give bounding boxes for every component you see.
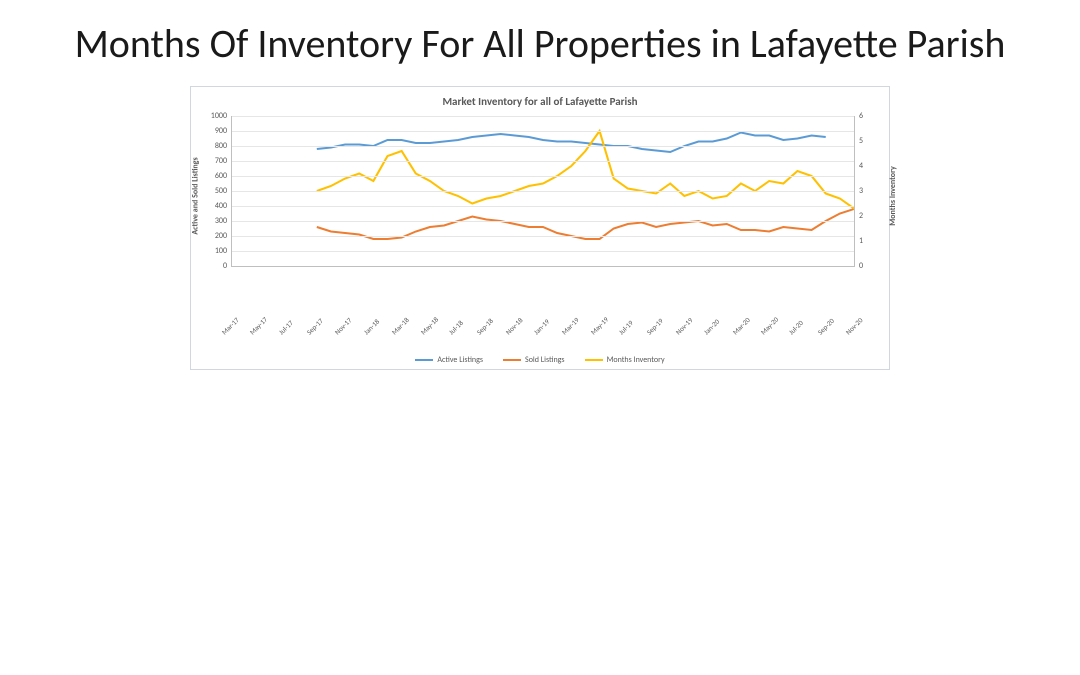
y-axis-right-label: Months Inventory (888, 166, 898, 226)
y-left-tick: 700 (215, 156, 227, 166)
y-right-tick: 5 (859, 136, 863, 146)
grid-line (232, 206, 854, 207)
grid-line (232, 236, 854, 237)
y-axis-left: Active and Sold Listings 010020030040050… (199, 116, 231, 266)
legend-label: Months Inventory (607, 355, 665, 365)
x-tick: Jan-18 (361, 317, 380, 336)
page-title: Months Of Inventory For All Properties i… (0, 0, 1080, 68)
legend-label: Active Listings (437, 355, 483, 365)
y-left-tick: 900 (215, 126, 227, 136)
y-left-tick: 1000 (211, 111, 227, 121)
y-right-tick: 0 (859, 261, 863, 271)
y-right-tick: 3 (859, 186, 863, 196)
x-tick: Sep-20 (815, 316, 835, 336)
y-left-tick: 100 (215, 246, 227, 256)
y-left-tick: 600 (215, 171, 227, 181)
y-left-tick: 0 (223, 261, 227, 271)
legend-swatch (503, 359, 521, 361)
x-tick: Jan-19 (532, 317, 551, 336)
plot-area (231, 116, 855, 267)
x-tick: Nov-20 (844, 316, 865, 337)
grid-line (232, 191, 854, 192)
y-left-tick: 400 (215, 201, 227, 211)
grid-line (232, 131, 854, 132)
grid-line (232, 146, 854, 147)
y-left-tick: 200 (215, 231, 227, 241)
y-right-tick: 2 (859, 211, 863, 221)
x-tick: Jul-18 (447, 318, 465, 336)
x-tick: Jul-19 (617, 318, 635, 336)
y-axis-right: Months Inventory 0123456 (855, 116, 881, 266)
grid-line (232, 116, 854, 117)
y-right-tick: 4 (859, 161, 863, 171)
grid-line (232, 161, 854, 162)
x-tick: May-19 (588, 315, 610, 337)
x-tick: Sep-19 (645, 316, 665, 336)
x-tick: Mar-17 (220, 315, 241, 336)
x-tick: Jul-17 (276, 318, 294, 336)
legend-swatch (415, 359, 433, 361)
x-tick: Mar-20 (730, 315, 751, 336)
series-active-listings (317, 133, 826, 153)
x-tick: Sep-18 (475, 316, 495, 336)
x-tick: May-17 (248, 315, 270, 337)
chart-area: Active and Sold Listings 010020030040050… (199, 112, 881, 312)
legend-swatch (585, 359, 603, 361)
x-tick: Mar-19 (560, 315, 581, 336)
x-tick: Mar-18 (390, 315, 411, 336)
y-left-tick: 500 (215, 186, 227, 196)
x-tick: Jul-20 (787, 318, 805, 336)
legend: Active Listings Sold Listings Months Inven… (199, 354, 881, 365)
chart-container: Market Inventory for all of Lafayette Pa… (190, 86, 890, 370)
y-left-tick: 800 (215, 141, 227, 151)
chart-title: Market Inventory for all of Lafayette Pa… (199, 95, 881, 108)
x-tick: Nov-18 (503, 316, 524, 337)
x-tick: May-18 (418, 315, 440, 337)
y-right-tick: 6 (859, 111, 863, 121)
y-axis-left-label: Active and Sold Listings (191, 157, 201, 234)
legend-item: Sold Listings (503, 355, 565, 365)
x-axis: Mar-17May-17Jul-17Sep-17Nov-17Jan-18Mar-… (231, 312, 855, 352)
x-tick: Sep-17 (305, 316, 325, 336)
x-tick: Nov-19 (673, 316, 694, 337)
grid-line (232, 221, 854, 222)
grid-line (232, 251, 854, 252)
legend-label: Sold Listings (525, 355, 565, 365)
x-tick: Nov-17 (333, 316, 354, 337)
x-tick: May-20 (759, 315, 781, 337)
legend-item: Active Listings (415, 355, 483, 365)
y-right-tick: 1 (859, 236, 863, 246)
grid-line (232, 176, 854, 177)
y-left-tick: 300 (215, 216, 227, 226)
legend-item: Months Inventory (585, 355, 665, 365)
x-tick: Jan-20 (702, 317, 721, 336)
series-sold-listings (317, 209, 854, 239)
